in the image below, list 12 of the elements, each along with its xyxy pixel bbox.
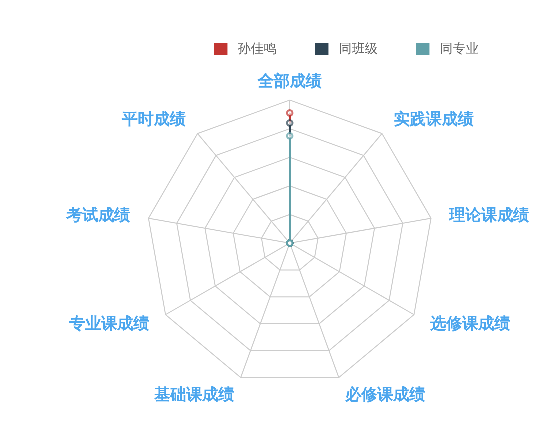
spoke-label: 理论课成绩	[448, 205, 530, 224]
spoke-label: 全部成绩	[257, 72, 322, 91]
spoke-label: 基础课成绩	[154, 385, 235, 404]
spoke-label: 必修课成绩	[344, 385, 426, 404]
spoke-label: 考试成绩	[65, 205, 130, 224]
legend-label: 同专业	[440, 42, 479, 57]
spoke-label: 选修课成绩	[429, 314, 510, 334]
legend-label: 孙佳鸣	[238, 42, 277, 57]
legend-label: 同班级	[339, 42, 378, 57]
spoke-label: 专业课成绩	[68, 314, 150, 334]
spoke-label: 实践课成绩	[394, 110, 474, 129]
spoke-label: 平时成绩	[120, 110, 186, 129]
